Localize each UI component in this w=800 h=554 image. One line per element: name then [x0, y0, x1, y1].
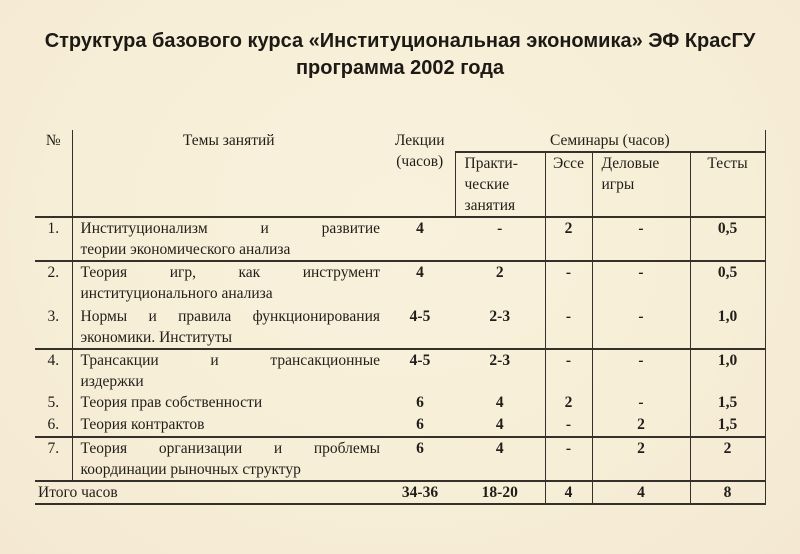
- topic-line: теории экономического анализа: [80, 241, 291, 258]
- total-games: 4: [591, 481, 690, 505]
- topic-line: институционального анализа: [80, 285, 273, 302]
- table-row: 2. Теория игр, как инструмент институцио…: [35, 261, 766, 306]
- cell-practical: 2-3: [489, 352, 511, 369]
- cell-lectures: 4: [416, 264, 424, 281]
- header-games-line2: игры: [601, 176, 635, 193]
- header-num: №: [35, 130, 73, 218]
- cell-lectures: 6: [416, 394, 424, 411]
- cell-games: -: [591, 261, 690, 306]
- cell-essay: 2: [544, 217, 592, 262]
- cell-lectures: 4: [385, 217, 455, 262]
- page-title-line1: Структура базового курса «Институциональ…: [44, 30, 756, 52]
- table-row: 1. Институционализм и развитие теории эк…: [35, 217, 766, 262]
- header-seminars: Семинары (часов): [455, 130, 766, 153]
- page-title: Структура базового курса «Институциональ…: [0, 28, 800, 82]
- cell-topic: Институционализм и развитие теории эконо…: [72, 217, 385, 262]
- topic-line: Теория организации и проблемы: [80, 440, 381, 457]
- topic-line: Теория контрактов: [80, 416, 205, 433]
- cell-tests: 1,0: [689, 306, 766, 350]
- header-topics: Темы занятий: [72, 130, 385, 218]
- topic-line: издержки: [80, 373, 144, 390]
- cell-row-number: 6.: [35, 414, 73, 438]
- header-practical-line2: ческие: [464, 176, 510, 193]
- cell-topic: Теория прав собственности: [72, 392, 385, 414]
- cell-essay: -: [544, 349, 592, 392]
- cell-essay: 2: [544, 392, 592, 414]
- cell-essay: -: [544, 261, 592, 306]
- cell-essay: -: [544, 306, 592, 350]
- total-lectures: 34-36: [385, 481, 455, 505]
- cell-tests: 1,0: [689, 349, 766, 392]
- header-lectures-line2: (часов): [396, 153, 444, 170]
- header-games-line1: Деловые: [601, 155, 660, 172]
- cell-topic: Нормы и правила функционирования экономи…: [72, 306, 385, 350]
- cell-tests: 1,5: [689, 392, 766, 414]
- cell-row-number: 5.: [35, 392, 73, 414]
- cell-lectures: 4-5: [409, 352, 431, 369]
- cell-essay: -: [544, 414, 592, 438]
- header-practical-line1: Практи-: [464, 155, 518, 172]
- cell-row-number: 1.: [35, 217, 73, 262]
- total-tests: 8: [689, 481, 766, 505]
- cell-tests: 0,5: [689, 261, 766, 306]
- cell-tests: 0,5: [689, 217, 766, 262]
- header-row-sub: Практи- ческие занятия Эссе Деловые игры…: [35, 152, 766, 218]
- table-row: 5. Теория прав собственности 6 4 2 - 1,5: [35, 392, 766, 414]
- cell-practical: 2-3: [455, 306, 545, 350]
- cell-games: -: [591, 392, 690, 414]
- table-row: 6. Теория контрактов 6 4 - 2 1,5: [35, 414, 766, 438]
- cell-lectures: 6: [385, 414, 455, 438]
- topic-line: Нормы и правила функционирования: [80, 308, 381, 325]
- topic-line: Теория игр, как инструмент: [80, 264, 381, 281]
- topic-line: экономики. Институты: [80, 329, 233, 346]
- page-title-line2: программа 2002 года: [295, 57, 505, 79]
- topic-line: Теория прав собственности: [80, 394, 263, 411]
- cell-essay: -: [544, 437, 592, 482]
- cell-practical: 4: [455, 414, 545, 438]
- cell-games: -: [591, 306, 690, 350]
- header-practical: Практи- ческие занятия: [454, 152, 545, 218]
- total-practical: 18-20: [455, 481, 545, 505]
- header-essay: Эссе: [544, 152, 592, 218]
- table-row: 4. Трансакции и трансакционные издержки …: [35, 349, 766, 392]
- cell-lectures: 4-5: [385, 306, 455, 350]
- cell-topic: Теория контрактов: [72, 414, 385, 438]
- total-label: Итого часов: [35, 481, 385, 505]
- cell-games: 2: [591, 414, 690, 438]
- cell-row-number: 3.: [35, 306, 73, 350]
- total-essay: 4: [544, 481, 592, 505]
- cell-tests: 2: [689, 437, 766, 482]
- header-games: Деловые игры: [591, 152, 690, 218]
- cell-row-number: 7.: [35, 437, 73, 482]
- cell-tests: 1,5: [689, 414, 766, 438]
- header-row-top: № Темы занятий Лекции (часов) Семинары (…: [35, 130, 766, 218]
- cell-games: -: [591, 349, 690, 392]
- cell-practical: 2: [495, 264, 504, 281]
- cell-practical: -: [455, 217, 545, 262]
- cell-games: 2: [591, 437, 690, 482]
- cell-lectures: 6: [385, 437, 455, 482]
- cell-topic: Теория организации и проблемы координаци…: [72, 437, 385, 482]
- table-row: 3. Нормы и правила функционирования экон…: [35, 306, 766, 350]
- table-row: 7. Теория организации и проблемы координ…: [35, 437, 766, 482]
- topic-line: координации рыночных структур: [80, 461, 301, 478]
- topic-line: Трансакции и трансакционные: [80, 352, 381, 369]
- course-structure-table: № Темы занятий Лекции (часов) Семинары (…: [35, 130, 766, 505]
- cell-row-number: 2.: [35, 261, 73, 306]
- header-lectures-line1: Лекции: [394, 132, 445, 149]
- cell-practical: 4: [495, 394, 504, 411]
- cell-row-number: 4.: [35, 349, 73, 392]
- header-practical-line3: занятия: [464, 197, 516, 214]
- cell-games: -: [591, 217, 690, 262]
- total-row: Итого часов 34-36 18-20 4 4 8: [35, 481, 766, 505]
- header-lectures: Лекции (часов): [385, 130, 455, 218]
- header-tests: Тесты: [689, 152, 766, 218]
- cell-practical: 4: [455, 437, 545, 482]
- cell-topic: Трансакции и трансакционные издержки: [72, 349, 385, 392]
- topic-line: Институционализм и развитие: [80, 220, 381, 237]
- cell-topic: Теория игр, как инструмент институционал…: [72, 261, 385, 306]
